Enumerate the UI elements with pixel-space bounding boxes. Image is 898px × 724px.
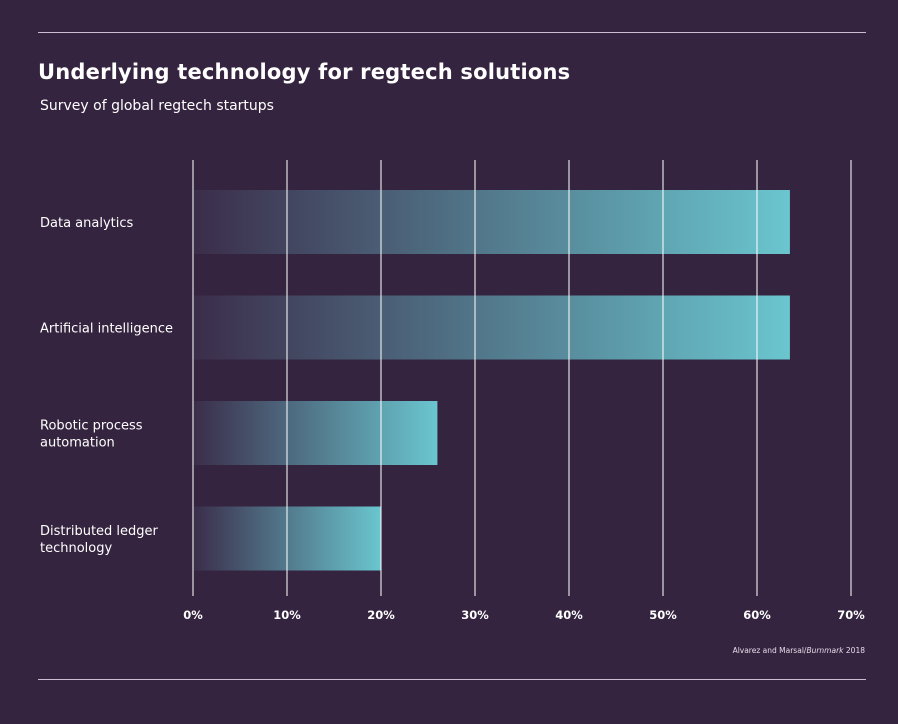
x-tick-label: 60% [743, 608, 771, 622]
bottom-rule [38, 679, 866, 680]
source-italic: Burnmark [806, 646, 844, 655]
x-tick-label: 30% [461, 608, 489, 622]
top-rule [38, 32, 866, 33]
category-label: Robotic process automation [40, 419, 143, 451]
bar-1 [193, 295, 790, 360]
chart-title: Underlying technology for regtech soluti… [38, 60, 571, 84]
chart-subtitle: Survey of global regtech startups [40, 98, 274, 114]
x-tick-label: 10% [273, 608, 301, 622]
x-tick-label: 20% [367, 608, 395, 622]
source-prefix: Alvarez and Marsal/ [732, 646, 807, 655]
bar-2 [193, 401, 438, 465]
x-tick-label: 0% [183, 608, 203, 622]
source-note: Alvarez and Marsal/Burnmark 2018 [733, 646, 865, 655]
category-label: Data analytics [40, 216, 134, 231]
x-tick-label: 70% [837, 608, 865, 622]
category-label: Artificial intelligence [40, 322, 173, 337]
bar-0 [193, 190, 790, 254]
source-suffix: 2018 [843, 646, 865, 655]
x-tick-label: 40% [555, 608, 583, 622]
category-label: Distributed ledger technology [40, 524, 159, 556]
x-tick-label: 50% [649, 608, 677, 622]
